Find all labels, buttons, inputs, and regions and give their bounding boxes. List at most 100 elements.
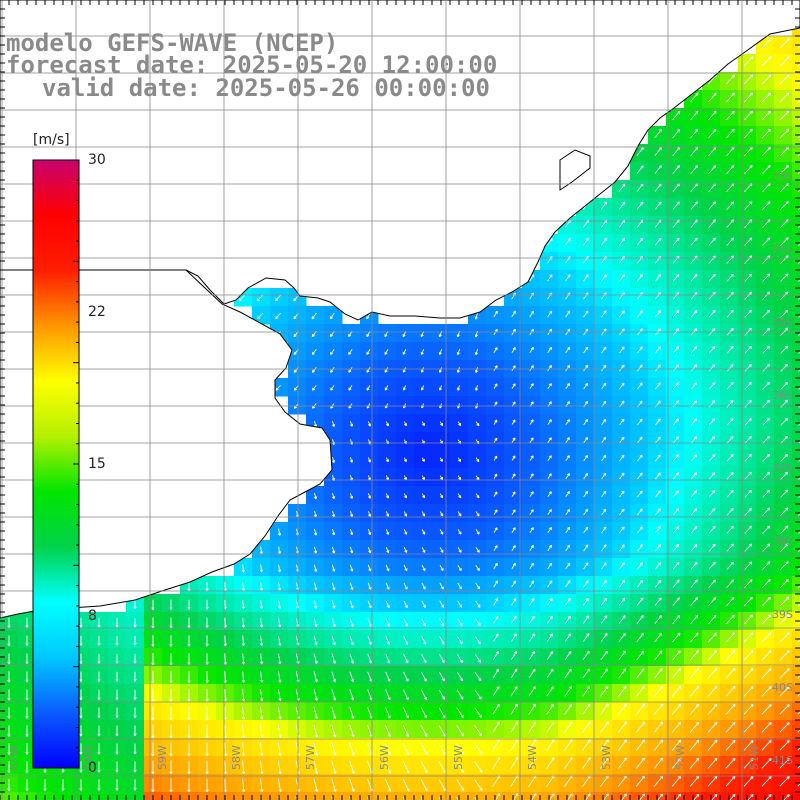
wind-arrow: [761, 614, 772, 625]
latitude-label: 37S: [772, 462, 793, 475]
wind-arrow: [511, 437, 516, 443]
wind-arrow: [438, 742, 446, 755]
wind-arrow: [689, 703, 700, 715]
wind-arrow: [797, 603, 800, 607]
wind-arrow: [744, 435, 752, 444]
wind-arrow: [151, 706, 155, 721]
wind-arrow: [474, 779, 483, 791]
wind-arrow: [564, 668, 572, 679]
wind-arrow: [780, 525, 789, 534]
wind-arrow: [707, 685, 718, 697]
wind-arrow: [765, 794, 772, 800]
wind-arrow: [726, 165, 735, 175]
wind-arrow: [421, 636, 427, 645]
longitude-label: 60W: [82, 745, 95, 770]
wind-arrow: [779, 776, 790, 787]
wind-arrow: [690, 273, 698, 282]
wind-arrow: [313, 492, 318, 500]
wind-arrow: [654, 128, 663, 139]
wind-arrow: [331, 689, 337, 701]
wind-arrow: [600, 615, 608, 624]
wind-arrow: [349, 724, 355, 738]
wind-arrow: [761, 740, 772, 751]
wind-arrow: [690, 309, 698, 318]
wind-arrow: [726, 382, 734, 390]
wind-arrow: [726, 110, 735, 121]
wind-arrow: [313, 582, 318, 591]
wind-arrow: [583, 526, 589, 534]
wind-arrow: [402, 367, 407, 373]
wind-arrow: [25, 743, 29, 755]
wind-arrow: [205, 724, 209, 739]
wind-arrow: [582, 668, 590, 679]
wind-arrow: [779, 722, 790, 733]
wind-arrow: [259, 582, 264, 591]
wind-arrow: [636, 562, 643, 570]
wind-arrow: [779, 650, 790, 661]
wind-arrow: [672, 382, 679, 390]
wind-arrow: [636, 668, 645, 679]
wind-arrow: [510, 703, 518, 715]
wind-arrow: [744, 164, 753, 175]
wind-arrow: [7, 707, 11, 719]
wind-arrow: [762, 381, 770, 390]
wind-arrow: [385, 707, 391, 719]
wind-arrow: [601, 472, 607, 480]
wind-arrow: [25, 707, 29, 719]
wind-arrow: [636, 237, 644, 246]
wind-arrow: [385, 636, 391, 645]
wind-arrow: [547, 598, 553, 606]
wind-arrow: [475, 582, 481, 590]
wind-arrow: [601, 490, 607, 498]
wind-arrow: [438, 778, 446, 792]
wind-arrow: [761, 146, 771, 157]
wind-arrow: [384, 367, 389, 373]
wind-arrow: [133, 707, 137, 718]
wind-arrow: [779, 38, 790, 49]
wind-arrow: [601, 418, 607, 426]
wind-arrow: [546, 650, 554, 661]
wind-arrow: [457, 457, 462, 462]
wind-arrow: [331, 510, 336, 518]
wind-arrow: [564, 686, 572, 697]
wind-arrow: [348, 385, 353, 391]
wind-arrow: [726, 291, 734, 300]
wind-arrow: [277, 528, 282, 536]
latitude-label: 35S: [772, 316, 793, 329]
wind-arrow: [403, 529, 408, 535]
wind-arrow: [277, 689, 282, 701]
latitude-label: 34S: [772, 243, 793, 256]
wind-arrow: [439, 511, 444, 517]
wind-arrow: [115, 725, 119, 737]
wind-arrow: [725, 775, 736, 787]
wind-arrow: [256, 294, 264, 302]
wind-arrow: [385, 671, 391, 682]
wind-arrow: [619, 346, 625, 354]
wind-arrow: [690, 237, 698, 246]
wind-arrow: [241, 653, 246, 665]
wind-arrow: [330, 385, 335, 391]
longitude-label: 58W: [230, 745, 243, 770]
wind-arrow: [493, 491, 498, 497]
wind-arrow: [547, 527, 552, 534]
wind-arrow: [619, 472, 625, 480]
wind-arrow: [689, 739, 700, 751]
wind-arrow: [205, 706, 209, 720]
wind-arrow: [313, 724, 319, 738]
wind-arrow: [241, 635, 246, 647]
wind-arrow: [600, 597, 608, 606]
wind-arrow: [439, 529, 444, 535]
wind-arrow: [474, 654, 482, 663]
wind-arrow: [133, 600, 137, 610]
wind-arrow: [528, 703, 536, 715]
wind-arrow: [367, 511, 372, 517]
wind-arrow: [690, 632, 699, 643]
wind-arrow: [402, 742, 410, 756]
wind-arrow: [779, 164, 789, 175]
longitude-label: 53W: [600, 745, 613, 770]
wind-arrow: [618, 562, 625, 570]
wind-arrow: [708, 382, 716, 390]
wind-arrow: [349, 546, 354, 554]
wind-arrow: [743, 56, 754, 67]
wind-arrow: [618, 615, 626, 624]
